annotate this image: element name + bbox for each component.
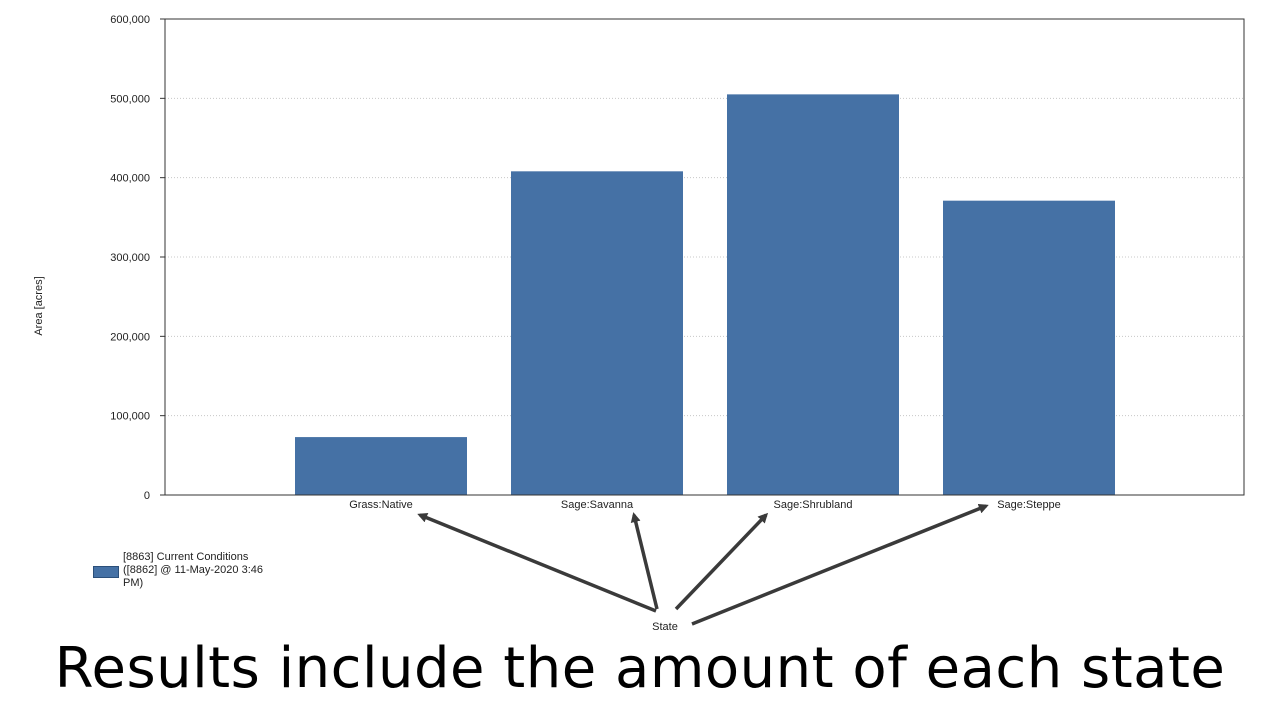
y-tick-label: 600,000 [110, 14, 150, 26]
pointer-arrow [417, 513, 657, 613]
y-tick-label: 100,000 [110, 411, 150, 423]
x-axis-title: State [652, 621, 678, 633]
pointer-arrow [674, 512, 769, 611]
y-tick-label: 0 [144, 490, 150, 502]
x-category-label: Sage:Shrubland [774, 499, 853, 511]
pointer-arrow [630, 512, 659, 610]
state-arrows [417, 503, 989, 626]
x-category-label: Sage:Steppe [997, 499, 1061, 511]
y-tick-label: 300,000 [110, 252, 150, 264]
bar [943, 200, 1115, 495]
bar [295, 437, 467, 495]
legend-swatch [93, 566, 119, 578]
x-category-label: Grass:Native [349, 499, 413, 511]
legend-label: [8863] Current Conditions ([8862] @ 11-M… [123, 551, 263, 589]
y-tick-label: 500,000 [110, 93, 150, 105]
y-tick-label: 400,000 [110, 173, 150, 185]
y-tick-label: 200,000 [110, 331, 150, 343]
bars [295, 94, 1115, 495]
y-axis-ticks: 0 100,000 200,000 300,000 400,000 500,000 600,… [110, 14, 165, 502]
slide-caption: Results include the amount of each state [54, 636, 1226, 701]
y-axis-title: Area [acres] [33, 276, 45, 335]
legend: [8863] Current Conditions ([8862] @ 11-M… [93, 551, 293, 590]
x-category-label: Sage:Savanna [561, 499, 634, 511]
pointer-arrow [691, 503, 989, 626]
bar [511, 171, 683, 495]
x-axis-labels: Grass:Native Sage:Savanna Sage:Shrubland Sa… [349, 499, 1061, 511]
bar [727, 94, 899, 495]
